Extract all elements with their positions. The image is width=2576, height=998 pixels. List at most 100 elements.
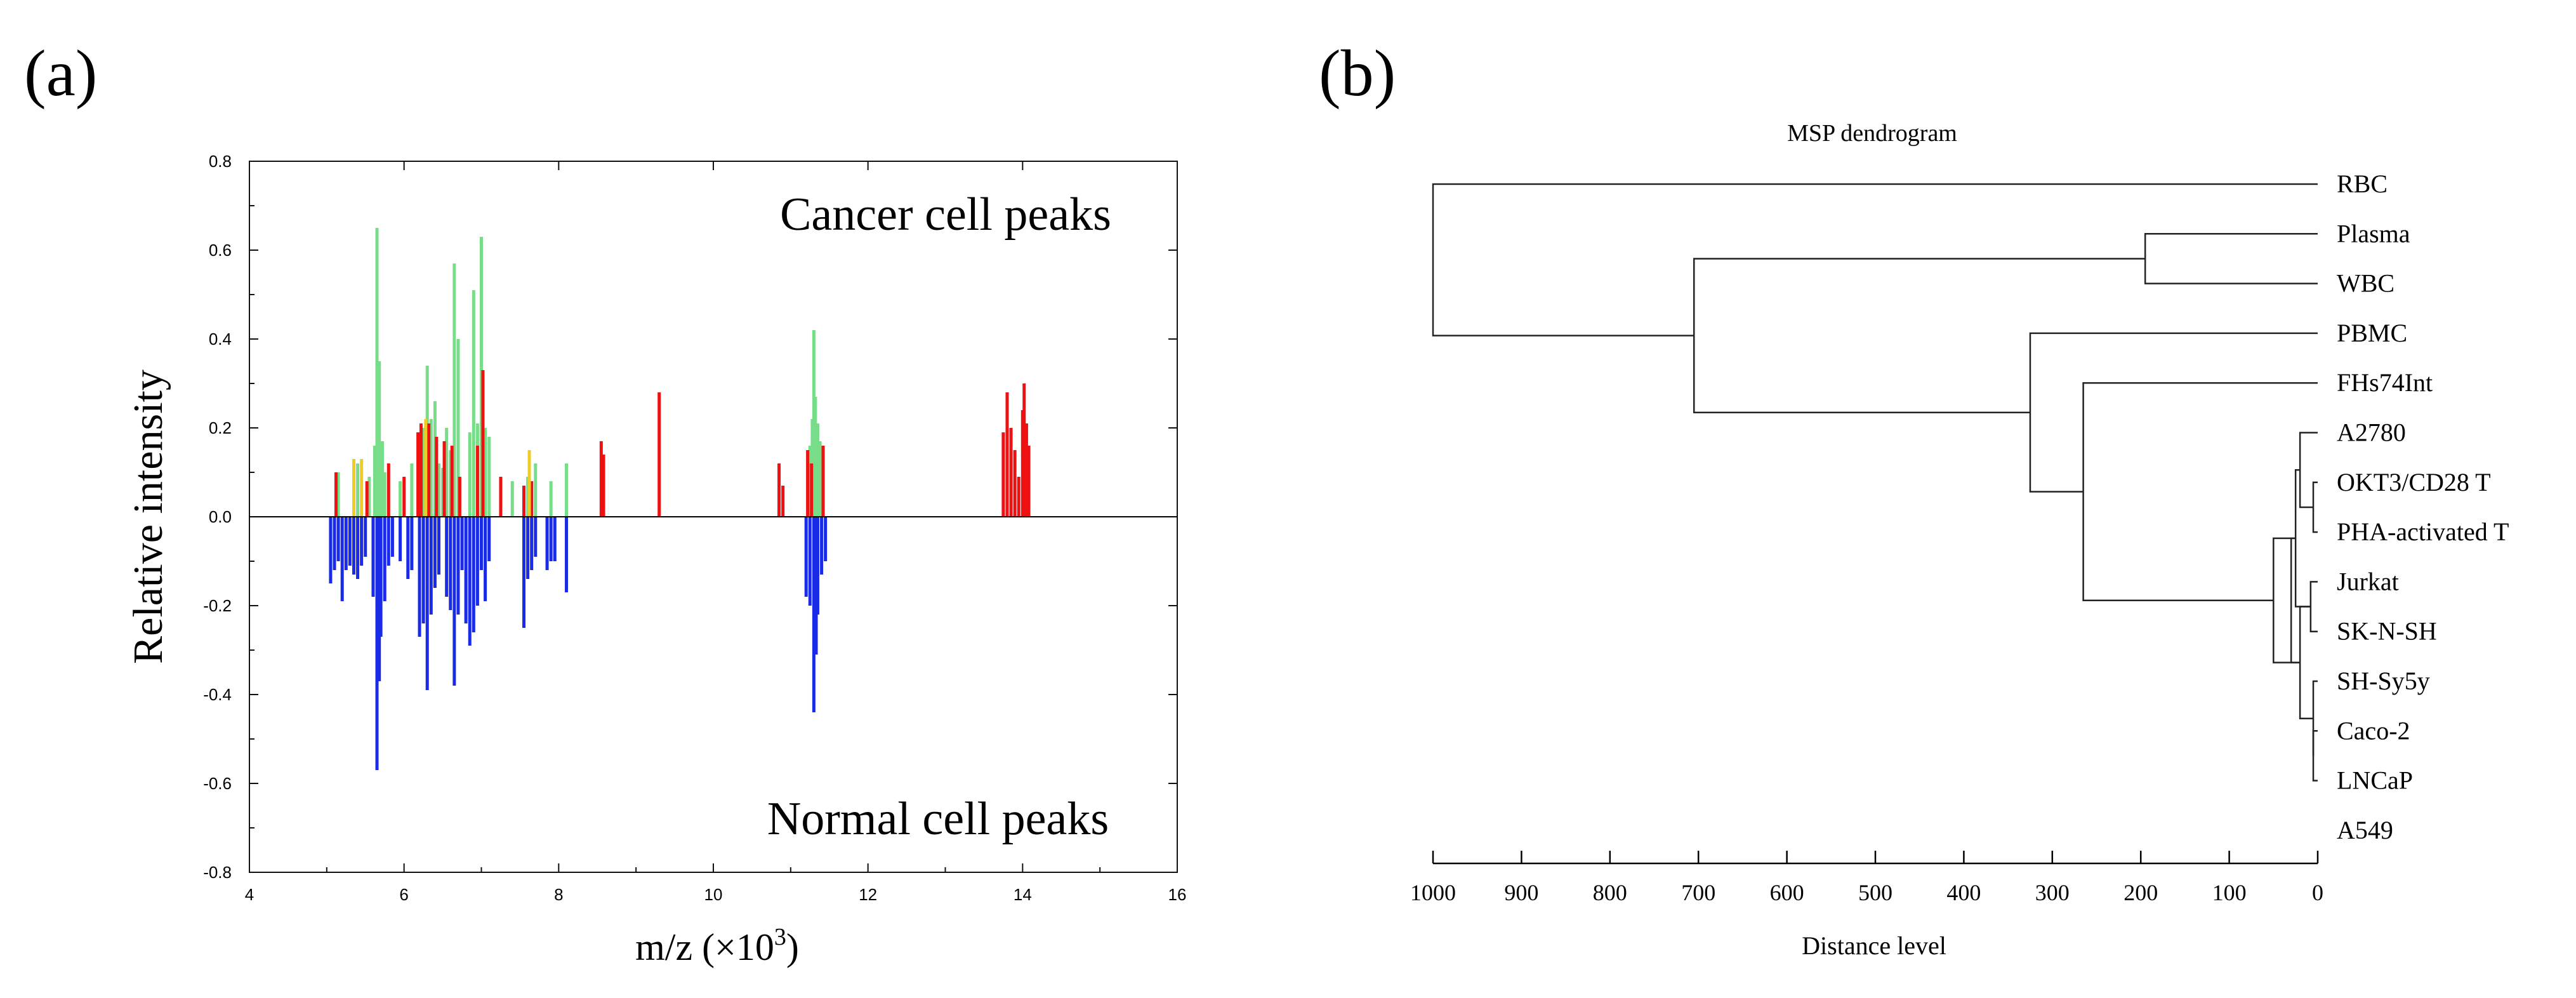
- peak-bar-green: [381, 441, 385, 517]
- peak-bar-green: [378, 361, 381, 517]
- leaf-labels: RBC Plasma WBC PBMC FHs74Int A2780 OKT3/CD28 T…: [2337, 170, 2509, 844]
- distance-tick-label: 1000: [1410, 880, 1456, 905]
- peak-bar-red: [781, 486, 785, 517]
- y-tick-label: 0.0: [209, 507, 232, 526]
- peak-bar-blue: [386, 517, 390, 566]
- distance-tick-label: 500: [1858, 880, 1892, 905]
- series-yellow-bars: [352, 419, 531, 517]
- peak-bar-blue: [812, 517, 816, 712]
- dendrogram-branch: [2299, 432, 2318, 509]
- dendrogram-branch: [1693, 258, 2146, 413]
- peak-bar-red: [386, 463, 390, 517]
- y-tick-label: -0.8: [203, 863, 232, 882]
- peak-bar-green: [410, 463, 414, 517]
- peak-bar-green: [472, 290, 475, 517]
- peak-bar-blue: [534, 517, 538, 557]
- y-tick-label: 0.6: [209, 241, 232, 260]
- peak-bar-red: [810, 463, 814, 517]
- peak-bar-blue: [418, 517, 421, 637]
- peak-bar-yellow: [527, 450, 531, 517]
- peak-bar-red: [416, 432, 420, 517]
- peak-bar-red: [475, 446, 479, 517]
- leaf-label: RBC: [2337, 170, 2388, 198]
- peak-bar-blue: [344, 517, 348, 570]
- dendrogram-branch: [2309, 581, 2318, 632]
- y-tick-label: 0.4: [209, 329, 232, 349]
- peak-bar-green: [452, 263, 456, 517]
- peak-bar-blue: [406, 517, 410, 579]
- peak-bar-blue: [371, 517, 375, 597]
- x-tick-label: 12: [859, 885, 877, 904]
- peak-bar-blue: [522, 517, 526, 628]
- peak-bar-green: [818, 441, 822, 517]
- peak-bar-red: [1017, 477, 1020, 517]
- distance-tick-label: 400: [1946, 880, 1981, 905]
- peak-bar-blue: [375, 517, 379, 770]
- peak-bar-red: [419, 423, 423, 517]
- x-tick-label: 14: [1014, 885, 1032, 904]
- peak-bar-green: [421, 428, 425, 517]
- dendrogram-branch: [2082, 382, 2318, 602]
- peak-bar-green: [468, 432, 472, 517]
- dendrogram-branch: [2312, 481, 2318, 533]
- peak-bar-green: [429, 419, 433, 517]
- distance-tick-label: 700: [1681, 880, 1715, 905]
- peak-bar-green: [487, 437, 491, 517]
- x-axis-label: m/z (×103): [635, 924, 799, 968]
- peak-bar-green: [484, 428, 487, 517]
- distance-tick-label: 900: [1504, 880, 1538, 905]
- panel-label-b: (b): [1319, 37, 1396, 110]
- peak-bar-blue: [437, 517, 440, 575]
- peak-bar-blue: [553, 517, 557, 561]
- peak-bar-green: [565, 463, 569, 517]
- peak-bar-green: [549, 481, 553, 517]
- peak-bar-blue: [356, 517, 360, 579]
- peak-bar-blue: [336, 517, 340, 561]
- peak-bar-blue: [329, 517, 333, 583]
- y-tick-label: -0.6: [203, 774, 232, 793]
- distance-tick-label: 300: [2035, 880, 2070, 905]
- x-axis-label-prefix: m/z (×10: [635, 926, 774, 968]
- peak-bar-red: [1001, 432, 1005, 517]
- peak-bar-red: [806, 450, 810, 517]
- peak-bar-red: [450, 446, 454, 517]
- peak-bar-blue: [530, 517, 534, 570]
- distance-tick-label: 800: [1593, 880, 1627, 905]
- peak-bar-green: [445, 428, 449, 517]
- leaf-label: A2780: [2337, 418, 2406, 447]
- peak-bar-red: [1022, 383, 1026, 517]
- leaf-label: Caco-2: [2337, 716, 2410, 745]
- peak-bar-blue: [480, 517, 483, 570]
- peak-bar-green: [399, 481, 402, 517]
- x-axis-label-suffix: ): [786, 926, 799, 968]
- y-tick-label: 0.8: [209, 152, 232, 171]
- peak-bar-blue: [545, 517, 549, 570]
- peak-bar-green: [816, 423, 819, 517]
- peak-bar-red: [530, 481, 534, 517]
- peak-bar-yellow: [352, 459, 355, 517]
- peak-bar-red: [777, 463, 781, 517]
- peak-bar-blue: [449, 517, 452, 610]
- peak-bar-red: [821, 446, 825, 517]
- peak-bar-green: [336, 472, 340, 517]
- dendrogram-branch: [2294, 469, 2311, 608]
- peak-bar-red: [365, 481, 369, 517]
- peak-bar-blue: [565, 517, 569, 592]
- peak-bar-blue: [348, 517, 352, 566]
- dendrogram-branch: [1432, 183, 2318, 336]
- dendrogram-title: MSP dendrogram: [1787, 120, 1957, 147]
- x-tick-label: 10: [704, 885, 723, 904]
- peak-bar-blue: [425, 517, 429, 690]
- peak-bar-red: [499, 477, 503, 517]
- x-tick-label: 4: [245, 885, 254, 904]
- peak-bar-blue: [472, 517, 475, 632]
- peak-bar-red: [481, 370, 485, 517]
- normal-annotation: Normal cell peaks: [767, 793, 1109, 845]
- peak-bar-red: [334, 472, 338, 517]
- dendrogram-branch: [2144, 233, 2318, 284]
- peak-bar-yellow: [360, 459, 364, 517]
- peak-bar-red: [402, 477, 406, 517]
- series-blue-bars: [329, 517, 828, 770]
- leaf-label: SK-N-SH: [2337, 617, 2437, 646]
